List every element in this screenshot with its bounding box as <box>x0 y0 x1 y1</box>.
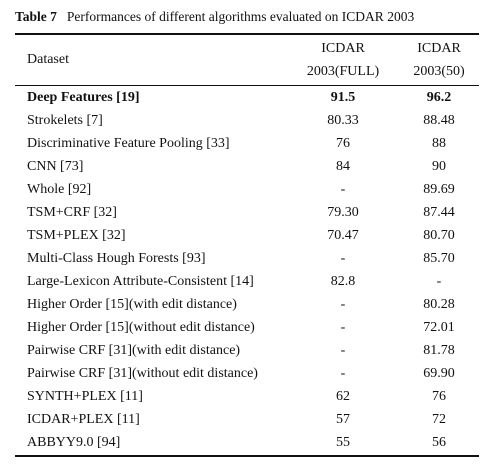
icdar-full-cell: - <box>340 297 346 312</box>
table-row: Deep Features [19] 91.5 96.2 <box>15 86 479 109</box>
icdar-50-cell: 85.70 <box>423 251 455 266</box>
table-caption: Table 7 Performances of different algorit… <box>15 9 414 25</box>
method-name-cell: Large-Lexicon Attribute-Consistent [14] <box>27 274 254 289</box>
icdar-50-cell: 56 <box>432 435 446 450</box>
icdar-full-cell: 84 <box>336 159 350 174</box>
method-name-cell: ABBYY9.0 [94] <box>27 435 121 450</box>
icdar-full-cell: - <box>340 366 346 381</box>
top-rule <box>15 33 479 35</box>
table-row: Discriminative Feature Pooling [33] 76 88 <box>15 132 479 155</box>
method-name-cell: Strokelets [7] <box>27 113 103 128</box>
table-row: ABBYY9.0 [94] 55 56 <box>15 431 479 454</box>
icdar-50-cell: 69.90 <box>423 366 455 381</box>
icdar-full-cell: 70.47 <box>327 228 359 243</box>
table-row: Higher Order [15](without edit distance)… <box>15 316 479 339</box>
table-row: Higher Order [15](with edit distance) - 80… <box>15 293 479 316</box>
method-name-cell: Deep Features [19] <box>27 90 140 105</box>
method-name-cell: TSM+PLEX [32] <box>27 228 126 243</box>
method-name-cell: Higher Order [15](with edit distance) <box>27 297 237 312</box>
icdar-full-cell: - <box>340 251 346 266</box>
icdar-50-cell: 72.01 <box>423 320 455 335</box>
icdar-full-cell: 80.33 <box>327 113 359 128</box>
method-name-cell: Whole [92] <box>27 182 92 197</box>
icdar-50-cell: 80.70 <box>423 228 455 243</box>
table-row: TSM+PLEX [32] 70.47 80.70 <box>15 224 479 247</box>
method-name-cell: TSM+CRF [32] <box>27 205 117 220</box>
table-row: Strokelets [7] 80.33 88.48 <box>15 109 479 132</box>
table-row: Pairwise CRF [31](with edit distance) - 81… <box>15 339 479 362</box>
header-dataset: Dataset <box>27 52 69 67</box>
method-name-cell: Pairwise CRF [31](without edit distance) <box>27 366 258 381</box>
method-name-cell: Multi-Class Hough Forests [93] <box>27 251 206 266</box>
icdar-50-cell: 72 <box>432 412 446 427</box>
table-row: Large-Lexicon Attribute-Consistent [14] 8… <box>15 270 479 293</box>
table-row: Multi-Class Hough Forests [93] - 85.70 <box>15 247 479 270</box>
icdar-50-cell: - <box>436 274 442 289</box>
icdar-50-cell: 88 <box>432 136 446 151</box>
icdar-50-cell: 76 <box>432 389 446 404</box>
icdar-50-cell: 96.2 <box>426 90 452 105</box>
table-row: TSM+CRF [32] 79.30 87.44 <box>15 201 479 224</box>
table-row: Pairwise CRF [31](without edit distance)… <box>15 362 479 385</box>
table-number: Table 7 <box>15 9 57 24</box>
method-name-cell: ICDAR+PLEX [11] <box>27 412 140 427</box>
icdar-50-cell: 87.44 <box>423 205 455 220</box>
method-name-cell: CNN [73] <box>27 159 84 174</box>
table-title: Performances of different algorithms eva… <box>66 9 415 24</box>
header-icdar-full-line2: 2003(FULL) <box>306 64 380 79</box>
icdar-50-cell: 81.78 <box>423 343 455 358</box>
table-body: Deep Features [19] 91.5 96.2 Strokelets [7]… <box>15 86 479 454</box>
header-icdar-full-line1: ICDAR <box>321 41 365 56</box>
icdar-50-cell: 89.69 <box>423 182 455 197</box>
icdar-full-cell: - <box>340 320 346 335</box>
table-row: Whole [92] - 89.69 <box>15 178 479 201</box>
icdar-full-cell: 62 <box>336 389 350 404</box>
method-name-cell: SYNTH+PLEX [11] <box>27 389 143 404</box>
method-name-cell: Higher Order [15](without edit distance) <box>27 320 255 335</box>
icdar-full-cell: 82.8 <box>330 274 356 289</box>
table-row: ICDAR+PLEX [11] 57 72 <box>15 408 479 431</box>
header-icdar-50-line2: 2003(50) <box>413 64 465 79</box>
table-row: CNN [73] 84 90 <box>15 155 479 178</box>
icdar-full-cell: 91.5 <box>330 90 356 105</box>
icdar-full-cell: 57 <box>336 412 350 427</box>
icdar-full-cell: 55 <box>336 435 350 450</box>
icdar-full-cell: - <box>340 343 346 358</box>
header-icdar-50-line1: ICDAR <box>417 41 461 56</box>
icdar-50-cell: 80.28 <box>423 297 455 312</box>
icdar-full-cell: 76 <box>336 136 350 151</box>
header-rule <box>15 85 479 86</box>
icdar-full-cell: - <box>340 182 346 197</box>
table-row: SYNTH+PLEX [11] 62 76 <box>15 385 479 408</box>
method-name-cell: Pairwise CRF [31](with edit distance) <box>27 343 241 358</box>
icdar-full-cell: 79.30 <box>327 205 359 220</box>
icdar-50-cell: 90 <box>432 159 446 174</box>
bottom-rule <box>15 455 479 457</box>
method-name-cell: Discriminative Feature Pooling [33] <box>27 136 230 151</box>
icdar-50-cell: 88.48 <box>423 113 455 128</box>
